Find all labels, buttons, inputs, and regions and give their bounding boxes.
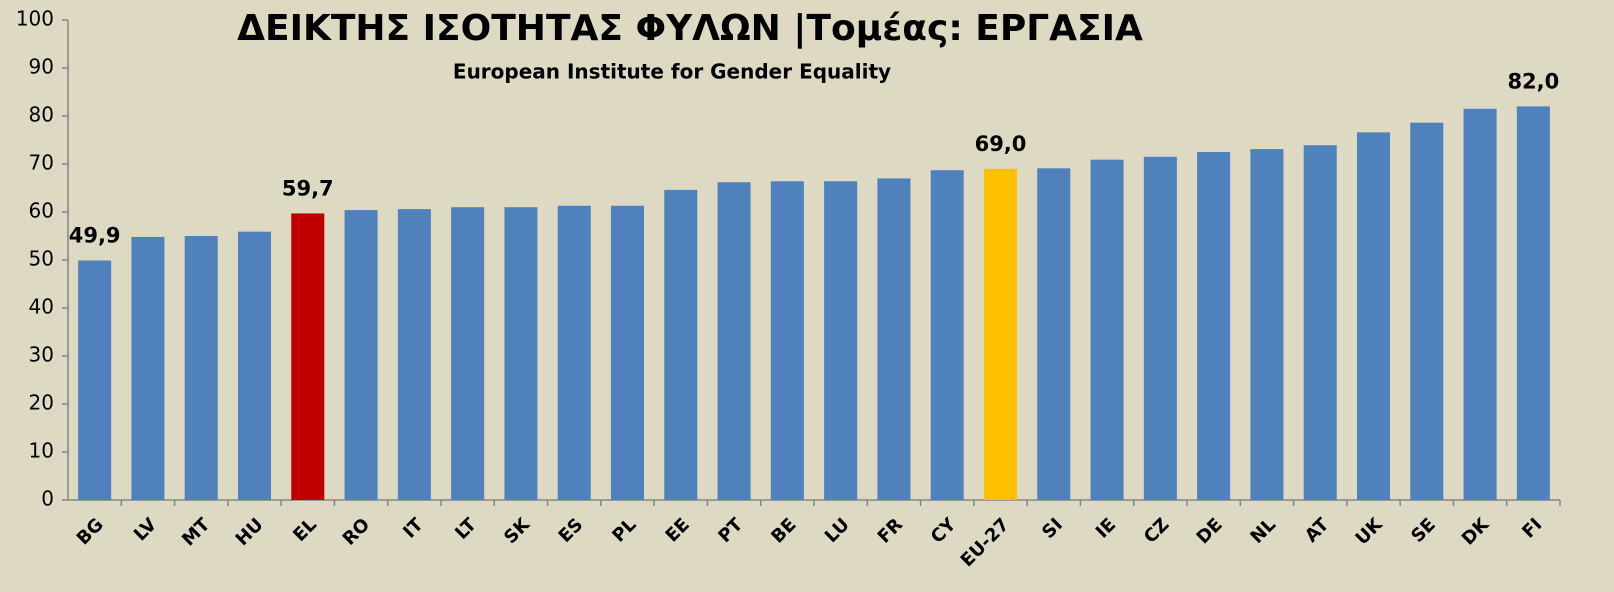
bar xyxy=(1143,156,1177,501)
data-label: 59,7 xyxy=(282,176,334,200)
y-tick-label: 100 xyxy=(16,7,54,31)
bar xyxy=(1356,132,1391,500)
bar xyxy=(770,181,804,500)
bar xyxy=(291,213,325,500)
bar xyxy=(344,210,378,500)
y-tick-label: 30 xyxy=(29,343,54,367)
bar xyxy=(1090,159,1124,500)
y-tick-label: 70 xyxy=(29,151,54,175)
x-tick-label: EL xyxy=(289,514,321,546)
bar xyxy=(1410,122,1444,500)
y-tick-label: 20 xyxy=(29,391,54,415)
bar xyxy=(451,207,485,500)
x-tick-label: LV xyxy=(130,514,161,545)
bar xyxy=(557,205,591,500)
bar xyxy=(78,260,112,500)
bar xyxy=(1516,106,1550,501)
x-tick-label: BG xyxy=(73,514,108,549)
x-tick-label: ES xyxy=(555,514,588,547)
bar xyxy=(824,181,858,500)
x-tick-label: CZ xyxy=(1140,514,1173,547)
x-tick-label: AT xyxy=(1301,514,1334,547)
x-tick-label: UK xyxy=(1352,513,1388,549)
chart-subtitle: European Institute for Gender Equality xyxy=(453,60,891,84)
bar xyxy=(397,209,431,500)
data-label: 82,0 xyxy=(1507,69,1559,93)
x-tick-label: PT xyxy=(714,514,747,547)
y-tick-label: 50 xyxy=(29,247,54,271)
bar xyxy=(184,236,218,500)
bar xyxy=(610,205,645,500)
x-tick-label: NL xyxy=(1246,514,1280,548)
y-tick-label: 60 xyxy=(29,199,54,223)
x-tick-label: SK xyxy=(500,513,535,548)
bar xyxy=(930,170,964,501)
bar xyxy=(983,168,1018,501)
x-tick-label: HU xyxy=(232,514,268,550)
x-tick-label: LT xyxy=(451,514,481,544)
bar xyxy=(237,231,272,500)
x-tick-label: PL xyxy=(608,514,640,546)
bar xyxy=(877,178,911,500)
x-tick-label: FR xyxy=(874,514,907,547)
x-tick-label: BE xyxy=(767,514,800,547)
bar xyxy=(1303,145,1337,500)
x-tick-label: EU-27 xyxy=(957,514,1014,571)
x-tick-label: IT xyxy=(399,514,428,543)
bar xyxy=(1463,108,1497,501)
y-tick-label: 10 xyxy=(29,439,54,463)
y-tick-label: 40 xyxy=(29,295,54,319)
data-label: 49,9 xyxy=(69,223,121,247)
x-tick-label: RO xyxy=(339,514,374,549)
y-tick-label: 80 xyxy=(29,103,54,127)
x-tick-label: CY xyxy=(927,514,961,548)
chart-title: ΔΕΙΚΤΗΣ ΙΣΟΤΗΤΑΣ ΦΥΛΩΝ |Τομέας: ΕΡΓΑΣΙΑ xyxy=(237,8,1143,49)
x-tick-label: IE xyxy=(1092,514,1120,542)
x-tick-label: MT xyxy=(178,514,215,551)
bar xyxy=(131,236,165,500)
x-tick-label: SE xyxy=(1407,514,1440,547)
bar xyxy=(664,189,698,501)
x-tick-label: LU xyxy=(821,514,854,547)
y-tick-label: 0 xyxy=(41,487,54,511)
bar xyxy=(1250,149,1284,500)
bar xyxy=(1197,152,1231,500)
data-label: 69,0 xyxy=(975,132,1027,156)
x-tick-label: FI xyxy=(1518,514,1546,542)
bar xyxy=(1037,168,1071,500)
x-tick-label: DE xyxy=(1193,514,1227,548)
y-tick-label: 90 xyxy=(29,55,54,79)
x-tick-label: SI xyxy=(1038,514,1067,543)
x-tick-label: DK xyxy=(1458,513,1494,549)
bar xyxy=(717,182,751,501)
x-tick-label: EE xyxy=(662,514,694,546)
bar xyxy=(504,207,538,500)
